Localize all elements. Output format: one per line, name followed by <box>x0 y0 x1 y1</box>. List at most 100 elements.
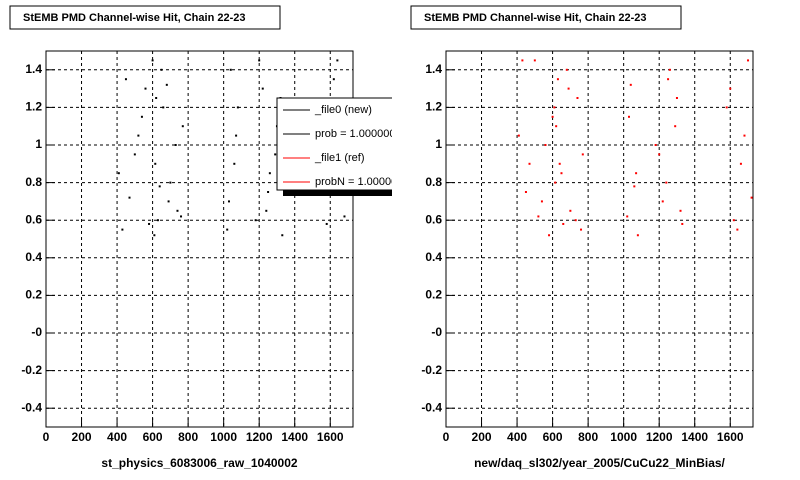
chart-title: StEMB PMD Channel-wise Hit, Chain 22-23 <box>23 12 245 24</box>
x-tick-label: 400 <box>507 430 527 444</box>
point <box>236 106 239 109</box>
x-tick-label: 0 <box>43 430 50 444</box>
point <box>743 134 746 137</box>
y-tick-label: -0.2 <box>21 363 42 377</box>
point <box>636 234 639 237</box>
point <box>261 87 264 90</box>
x-tick-label: 600 <box>543 430 563 444</box>
point <box>133 153 136 156</box>
point <box>739 162 742 165</box>
point <box>180 215 183 218</box>
point <box>154 162 157 165</box>
x-tick-label: 1200 <box>646 430 673 444</box>
y-tick-label: 0.6 <box>25 212 42 226</box>
point <box>556 78 559 81</box>
point <box>521 59 524 62</box>
point <box>281 234 284 237</box>
y-tick-label: 0.6 <box>425 212 442 226</box>
point <box>144 87 147 90</box>
point <box>540 200 543 203</box>
point <box>227 200 230 203</box>
point <box>544 144 547 146</box>
point <box>667 78 670 81</box>
point <box>528 162 531 165</box>
point <box>332 78 335 81</box>
point <box>148 222 151 225</box>
point <box>654 144 657 146</box>
point <box>121 228 124 231</box>
point <box>325 222 328 225</box>
point <box>160 68 163 71</box>
y-tick-label: 0.2 <box>25 288 42 302</box>
point <box>565 68 568 71</box>
legend-label: probN = 1.00000 <box>315 176 397 188</box>
legend-label: prob = 1.000000 <box>315 128 395 140</box>
point <box>569 209 572 212</box>
point <box>137 134 140 137</box>
y-tick-label: -0 <box>31 325 42 339</box>
x-tick-label: 600 <box>143 430 163 444</box>
y-tick-label: 1.4 <box>425 62 442 76</box>
point <box>155 97 158 99</box>
point <box>750 196 753 199</box>
x-tick-label: 200 <box>472 430 492 444</box>
x-tick-label: 800 <box>578 430 598 444</box>
y-tick-label: 1.2 <box>425 100 442 114</box>
point <box>156 219 159 222</box>
title-box <box>410 5 682 30</box>
point <box>725 106 728 109</box>
x-tick-label: 1200 <box>246 430 273 444</box>
point <box>124 78 127 81</box>
point <box>674 125 677 128</box>
y-tick-label: -0.4 <box>21 400 42 414</box>
point <box>524 191 527 193</box>
x-tick-label: 0 <box>443 430 450 444</box>
point <box>553 106 556 109</box>
point <box>226 228 229 231</box>
point <box>729 87 732 90</box>
point <box>162 106 165 109</box>
point <box>517 134 520 137</box>
point <box>254 219 257 222</box>
y-tick-label: -0.4 <box>421 400 442 414</box>
point <box>555 125 558 128</box>
point <box>633 185 636 188</box>
point <box>336 59 339 62</box>
point <box>169 181 172 184</box>
point <box>567 87 570 90</box>
y-tick-label: 1.2 <box>25 100 42 114</box>
y-tick-label: 0.4 <box>25 250 42 264</box>
point <box>151 59 154 62</box>
x-tick-label: 1000 <box>210 430 237 444</box>
y-tick-label: 0.8 <box>25 175 42 189</box>
y-tick-label: 0.2 <box>425 288 442 302</box>
x-tick-label: 400 <box>107 430 127 444</box>
point <box>537 215 540 218</box>
point <box>551 115 554 118</box>
legend-label: _file0 (new) <box>314 104 372 116</box>
point <box>629 83 632 86</box>
y-tick-label: 1.4 <box>25 62 42 76</box>
point <box>747 59 750 62</box>
x-tick-label: 200 <box>72 430 92 444</box>
point <box>576 97 579 99</box>
point <box>627 115 630 118</box>
y-tick-label: -0 <box>431 325 442 339</box>
point <box>267 191 270 193</box>
point <box>732 219 735 222</box>
x-tick-label: 800 <box>178 430 198 444</box>
point <box>658 153 661 156</box>
point <box>268 172 271 175</box>
point <box>117 172 120 175</box>
chart-title: StEMB PMD Channel-wise Hit, Chain 22-23 <box>424 12 646 24</box>
x-axis-label: st_physics_6083006_raw_1040002 <box>101 456 297 470</box>
legend-label: _file1 (ref) <box>314 152 365 164</box>
y-tick-label: -0.2 <box>421 363 442 377</box>
point <box>562 222 565 225</box>
point <box>661 200 664 203</box>
point <box>548 234 551 237</box>
point <box>140 115 143 118</box>
point <box>343 215 346 218</box>
point <box>235 134 238 137</box>
